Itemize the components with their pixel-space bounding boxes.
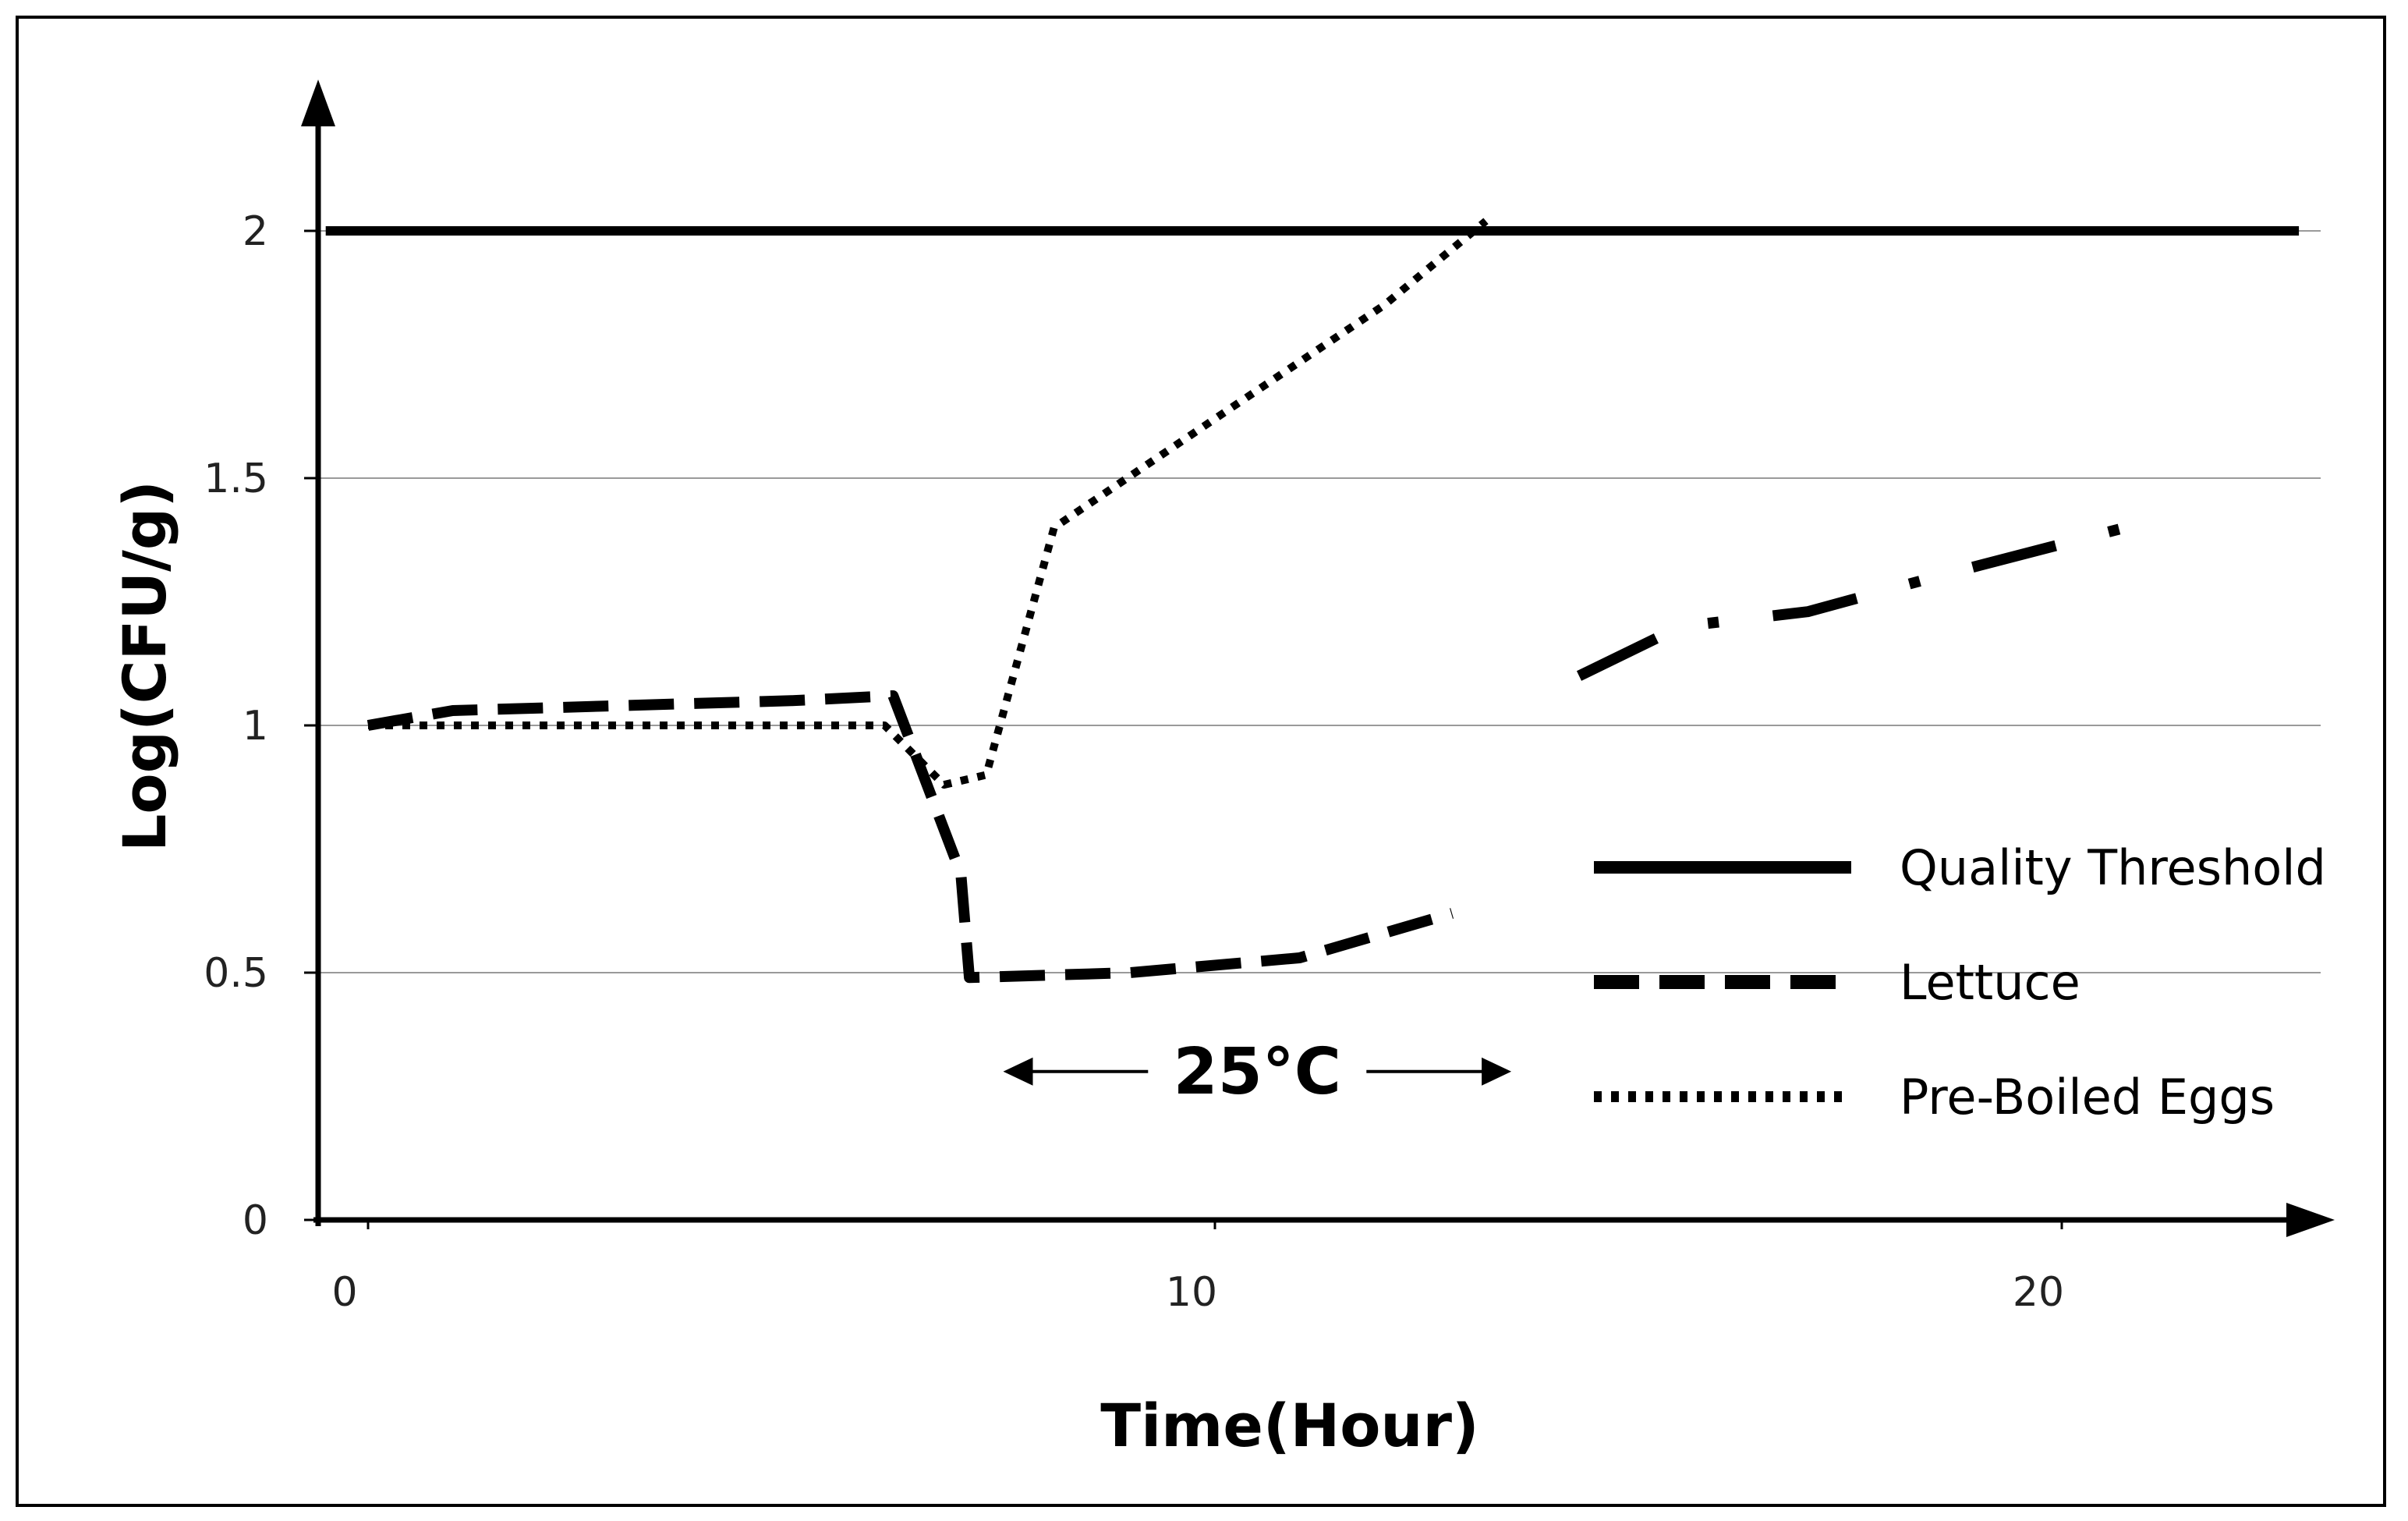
x-tick-label: 10 bbox=[1166, 1269, 1217, 1316]
annotation-label: 25°C bbox=[1174, 1035, 1341, 1109]
tick-labels: 0 10 20 0 0.5 1 1.5 2 bbox=[204, 208, 2064, 1316]
x-tick-label: 20 bbox=[2013, 1269, 2064, 1316]
y-tick-label: 0 bbox=[243, 1197, 268, 1244]
series-line-2 bbox=[368, 218, 1489, 789]
y-tick-label: 0.5 bbox=[204, 950, 268, 997]
chart-frame: 0 10 20 0 0.5 1 1.5 2 25°C Quality Threshold Let… bbox=[16, 16, 2386, 1507]
series-line-1 bbox=[367, 690, 1454, 984]
y-tick-label: 2 bbox=[243, 208, 268, 255]
legend-label: Pre-Boiled Eggs bbox=[1900, 1069, 2275, 1126]
x-axis-arrow-icon bbox=[2286, 1203, 2335, 1237]
x-axis-title: Time(Hour) bbox=[1100, 1391, 1479, 1460]
legend-label: Quality Threshold bbox=[1900, 839, 2326, 896]
y-tick-label: 1.5 bbox=[204, 456, 268, 502]
legend: Quality Threshold Lettuce Pre-Boiled Eggs bbox=[1594, 839, 2326, 1126]
axes bbox=[301, 80, 2335, 1237]
arrow-left-icon bbox=[1003, 1057, 1033, 1086]
arrow-right-icon bbox=[1482, 1057, 1512, 1086]
x-tick-label: 0 bbox=[331, 1269, 357, 1316]
y-tick-label: 1 bbox=[243, 703, 268, 750]
y-axis-title: Log(CFU/g) bbox=[110, 480, 179, 852]
series-lines bbox=[325, 218, 2300, 984]
legend-label: Lettuce bbox=[1900, 954, 2080, 1011]
y-axis-arrow-icon bbox=[301, 80, 335, 126]
line-chart: 0 10 20 0 0.5 1 1.5 2 25°C Quality Threshold Let… bbox=[110, 80, 2335, 1460]
series-line-3 bbox=[1576, 512, 2165, 681]
annotation-group: 25°C bbox=[1003, 1035, 1512, 1109]
